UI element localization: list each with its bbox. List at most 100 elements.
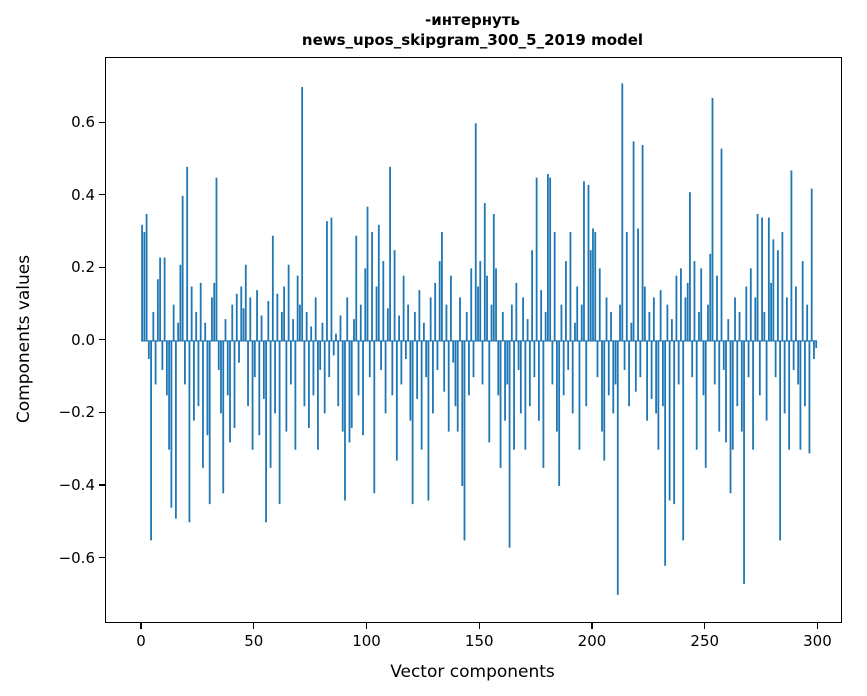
bar bbox=[761, 217, 763, 341]
bar bbox=[598, 268, 601, 341]
bar bbox=[229, 340, 231, 443]
bar bbox=[497, 340, 500, 396]
bar bbox=[450, 275, 452, 341]
bar bbox=[474, 123, 477, 341]
bar bbox=[231, 304, 234, 341]
x-tick-mark bbox=[591, 622, 593, 629]
bar bbox=[204, 322, 207, 341]
bar bbox=[402, 275, 405, 341]
bar bbox=[411, 340, 414, 505]
bar bbox=[621, 83, 624, 341]
zero-baseline bbox=[141, 340, 818, 342]
bar bbox=[159, 257, 162, 341]
bar bbox=[323, 340, 326, 414]
bar bbox=[526, 319, 529, 341]
bar bbox=[815, 340, 818, 349]
bar bbox=[790, 170, 793, 341]
bar bbox=[418, 290, 421, 341]
bar bbox=[544, 311, 547, 341]
x-axis-label: Vector components bbox=[390, 662, 555, 682]
bar bbox=[468, 340, 470, 396]
bar bbox=[639, 340, 642, 378]
bar bbox=[709, 253, 712, 341]
bar bbox=[181, 195, 184, 341]
bar bbox=[346, 297, 349, 341]
bar bbox=[463, 340, 466, 541]
bar bbox=[222, 340, 225, 494]
bar bbox=[190, 286, 193, 341]
y-tick-label: 0.2 bbox=[71, 258, 95, 277]
bar bbox=[278, 340, 281, 505]
bar bbox=[217, 340, 220, 370]
bar bbox=[524, 340, 527, 450]
bar bbox=[603, 340, 606, 461]
bar bbox=[456, 340, 459, 432]
bar bbox=[420, 340, 423, 450]
bar bbox=[560, 304, 563, 341]
bar bbox=[664, 340, 667, 566]
bar bbox=[459, 297, 461, 341]
bar bbox=[380, 340, 382, 370]
y-tick-label: 0.4 bbox=[71, 185, 95, 204]
bar bbox=[725, 340, 727, 443]
bar bbox=[806, 304, 809, 341]
bar bbox=[470, 268, 473, 341]
y-tick-mark bbox=[99, 121, 105, 123]
bar bbox=[206, 340, 209, 436]
bar bbox=[177, 322, 180, 341]
bar bbox=[328, 340, 331, 378]
bar bbox=[145, 213, 148, 341]
bar bbox=[580, 304, 583, 341]
bar bbox=[195, 311, 198, 341]
bar bbox=[765, 340, 768, 421]
bar bbox=[531, 250, 534, 341]
bar bbox=[549, 177, 552, 341]
x-tick-label: 250 bbox=[690, 632, 720, 650]
bar bbox=[314, 297, 317, 341]
bar bbox=[292, 319, 295, 341]
y-tick-label: 0.0 bbox=[71, 330, 95, 349]
bar bbox=[174, 340, 177, 519]
bar bbox=[298, 304, 301, 341]
bar bbox=[772, 239, 775, 341]
bar bbox=[808, 340, 811, 454]
bar bbox=[186, 166, 189, 341]
bar bbox=[486, 275, 488, 341]
bar bbox=[438, 261, 441, 341]
bar bbox=[698, 311, 700, 341]
bar bbox=[249, 297, 252, 341]
bar bbox=[616, 340, 619, 595]
bar bbox=[165, 340, 168, 396]
bar bbox=[382, 261, 385, 341]
bar bbox=[296, 275, 299, 341]
y-axis-label: Components values bbox=[14, 254, 34, 424]
bar bbox=[630, 322, 633, 341]
bar bbox=[413, 311, 416, 341]
bar bbox=[147, 340, 150, 360]
bar bbox=[436, 340, 439, 370]
bar bbox=[267, 301, 270, 341]
bar bbox=[578, 340, 581, 450]
bar bbox=[256, 290, 258, 341]
bar bbox=[641, 145, 644, 341]
bar bbox=[655, 340, 658, 414]
bar bbox=[262, 340, 265, 399]
bar bbox=[305, 311, 308, 341]
bar bbox=[729, 340, 732, 494]
bar bbox=[233, 340, 236, 428]
bar bbox=[312, 340, 315, 396]
bar bbox=[592, 228, 594, 341]
bar bbox=[547, 174, 549, 341]
x-tick-label: 300 bbox=[803, 632, 832, 650]
bar bbox=[199, 282, 202, 341]
bar bbox=[574, 322, 576, 341]
bar bbox=[152, 311, 155, 341]
bar bbox=[813, 340, 815, 360]
bar bbox=[693, 261, 696, 341]
bar bbox=[689, 192, 691, 341]
bar bbox=[465, 311, 468, 341]
bar bbox=[337, 340, 340, 407]
bar bbox=[752, 340, 754, 450]
bar bbox=[339, 315, 342, 341]
bar bbox=[391, 340, 394, 396]
